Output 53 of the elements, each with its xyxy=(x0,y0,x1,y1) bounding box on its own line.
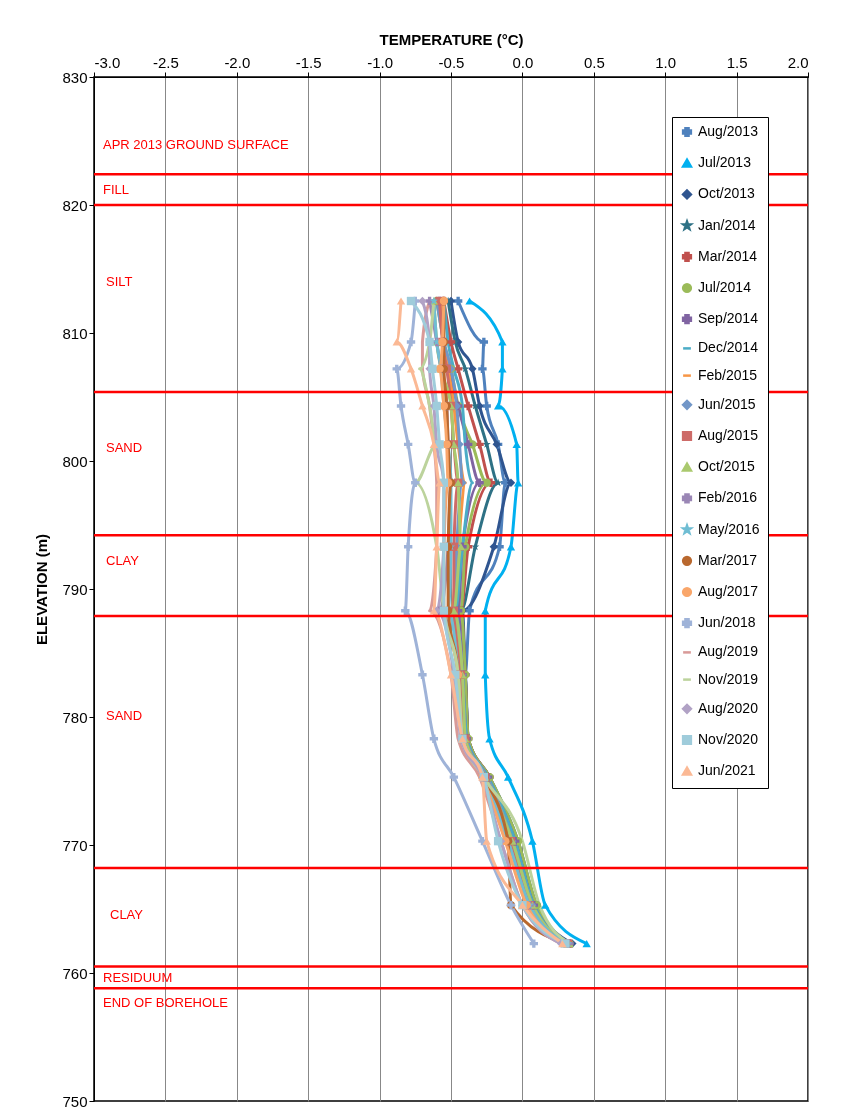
y-axis-title: ELEVATION (m) xyxy=(33,533,51,646)
y-tick-label: 800 xyxy=(62,452,88,470)
annotation: SILT xyxy=(106,273,133,289)
legend-label: Aug/2019 xyxy=(698,643,759,660)
x-tick-label: 2.0 xyxy=(787,53,809,71)
legend-label: Aug/2017 xyxy=(698,583,759,599)
legend-label: Nov/2019 xyxy=(698,670,759,687)
annotation: RESIDUUM xyxy=(103,969,173,985)
x-tick-label: -0.5 xyxy=(438,53,465,71)
x-tick-label: 0.0 xyxy=(512,53,534,71)
legend-label: Feb/2016 xyxy=(698,489,758,506)
legend-label: Mar/2014 xyxy=(698,247,758,264)
legend-label: Feb/2015 xyxy=(698,366,758,383)
annotation: CLAY xyxy=(106,553,140,569)
y-tick-label: 830 xyxy=(62,68,88,86)
annotation: END OF BOREHOLE xyxy=(103,994,229,1010)
legend-label: Jun/2018 xyxy=(698,614,756,631)
y-tick-label: 810 xyxy=(62,324,88,342)
legend-label: Jun/2021 xyxy=(698,762,756,779)
y-tick-label: 760 xyxy=(62,964,88,982)
legend-label: Nov/2020 xyxy=(698,731,759,747)
x-tick-label: -2.0 xyxy=(224,53,251,71)
y-tick-label: 770 xyxy=(62,836,88,854)
annotation: SAND xyxy=(106,707,143,723)
legend-label: Aug/2013 xyxy=(698,123,759,139)
x-tick-label: -3.0 xyxy=(94,53,121,71)
legend-label: Mar/2017 xyxy=(698,551,758,568)
legend-label: Dec/2014 xyxy=(698,339,759,356)
x-tick-label: -2.5 xyxy=(152,53,179,71)
legend-label: May/2016 xyxy=(698,520,760,537)
legend-label: Oct/2015 xyxy=(698,458,756,475)
x-axis-title: TEMPERATURE (°C) xyxy=(379,30,524,48)
y-tick-label: 780 xyxy=(62,708,88,726)
annotation: FILL xyxy=(103,181,130,197)
x-tick-label: 1.0 xyxy=(655,53,677,71)
x-tick-label: -1.5 xyxy=(295,53,322,71)
y-tick-label: 820 xyxy=(62,196,88,214)
y-tick-label: 750 xyxy=(62,1092,88,1110)
annotation: CLAY xyxy=(110,906,144,922)
annotation: SAND xyxy=(106,439,143,455)
legend-label: Jan/2014 xyxy=(698,216,756,233)
legend-label: Aug/2020 xyxy=(698,699,759,716)
legend-label: Jul/2013 xyxy=(698,154,752,171)
x-tick-label: 1.5 xyxy=(726,53,748,71)
legend-label: Oct/2013 xyxy=(698,185,756,202)
legend-label: Aug/2015 xyxy=(698,427,759,443)
x-tick-label: -1.0 xyxy=(367,53,394,71)
legend-label: Jul/2014 xyxy=(698,279,752,295)
legend-label: Sep/2014 xyxy=(698,310,759,327)
legend-label: Jun/2015 xyxy=(698,395,756,412)
y-tick-label: 790 xyxy=(62,580,88,598)
annotation: APR 2013 GROUND SURFACE xyxy=(103,136,289,152)
x-tick-label: 0.5 xyxy=(583,53,605,71)
